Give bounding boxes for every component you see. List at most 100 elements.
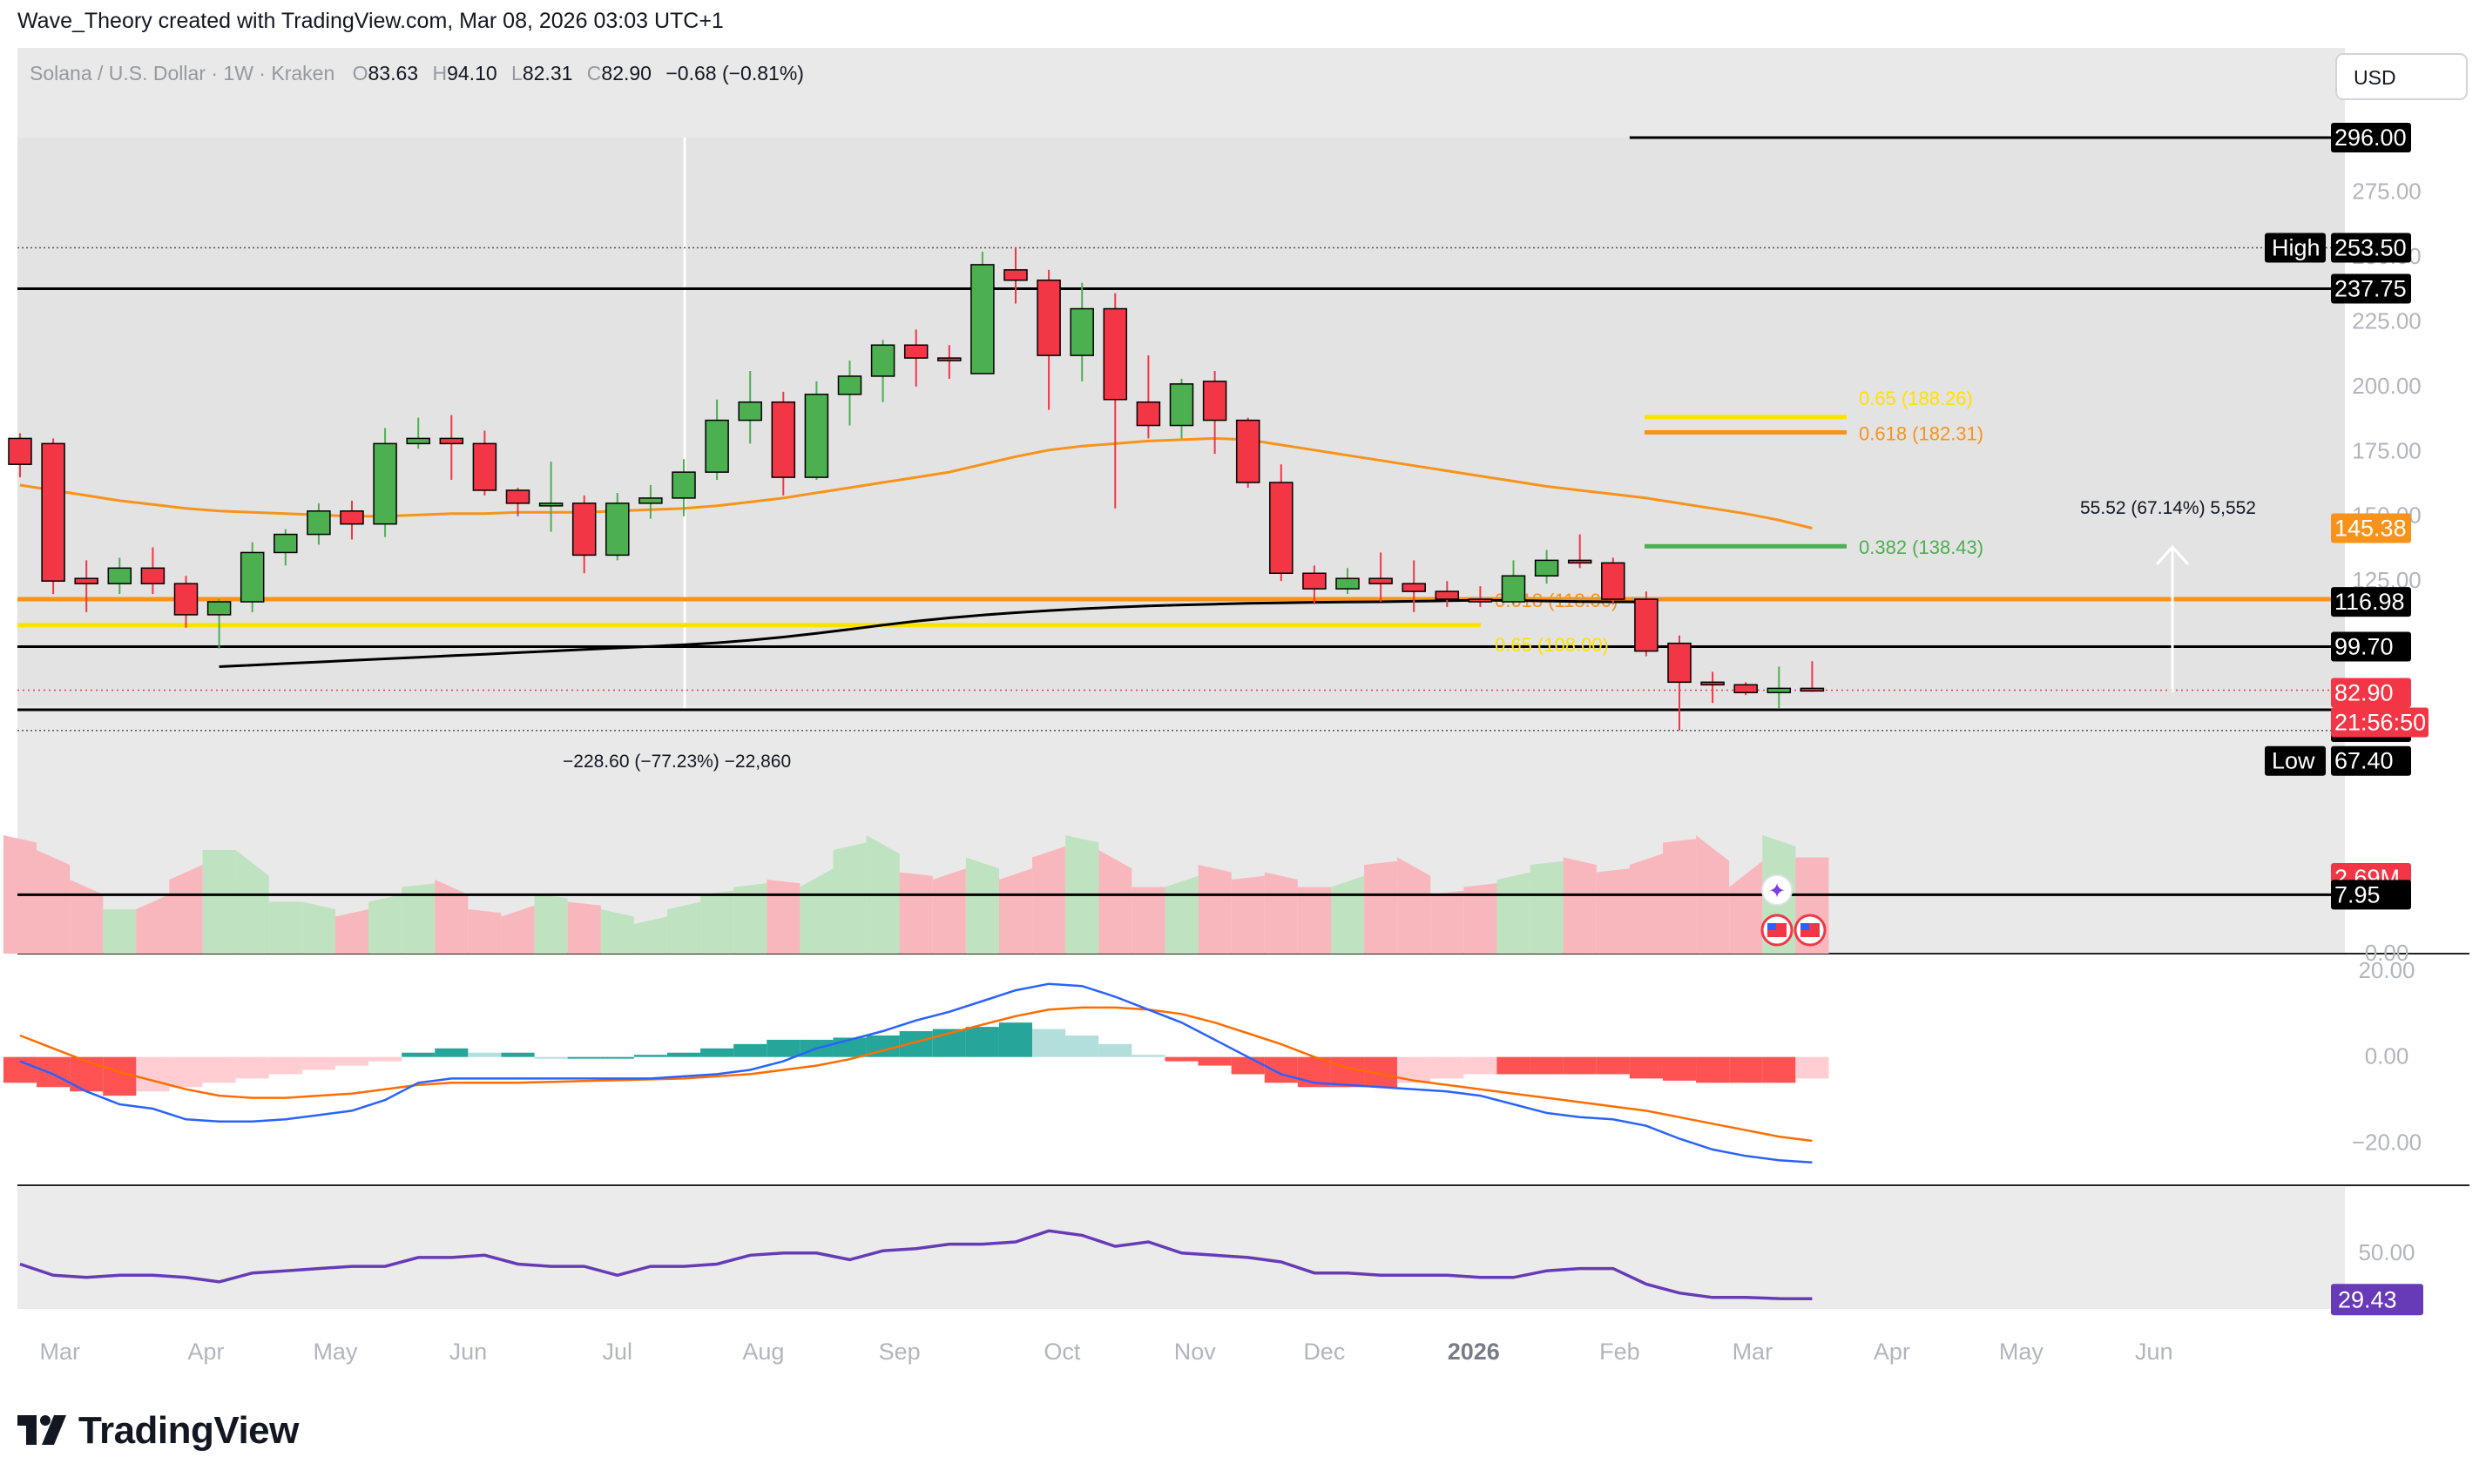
candle-body — [1435, 590, 1460, 600]
symbol-name: Solana / U.S. Dollar · 1W · Kraken — [30, 62, 334, 84]
high-label: H — [432, 62, 447, 84]
candle-body — [274, 533, 298, 554]
macd-histogram-bar — [1165, 1056, 1199, 1062]
macd-histogram-bar — [1795, 1056, 1829, 1079]
candle-body — [571, 503, 597, 556]
time-axis-label: Mar — [1733, 1339, 1773, 1365]
macd-histogram-bar — [435, 1048, 469, 1057]
macd-histogram-bar — [3, 1056, 37, 1083]
candle-body — [1534, 559, 1559, 577]
sma-price-tag-background — [2331, 587, 2411, 617]
fib-level-label: 0.65 (188.26) — [1859, 388, 1973, 409]
level-price-tag: 99.70 — [2334, 634, 2394, 660]
macd-axis-tick: 20.00 — [2358, 957, 2415, 983]
candle-body — [1302, 572, 1327, 590]
volume-bar — [899, 872, 933, 954]
volume-bar — [501, 905, 535, 954]
ema-price-tag-background — [2331, 513, 2411, 543]
candlestick-series — [8, 247, 1825, 731]
macd-histogram-bar — [103, 1056, 137, 1096]
volume-bar — [202, 850, 236, 954]
fib-level-label: 0.618 (182.31) — [1859, 423, 1983, 445]
extreme-badge-background — [2265, 233, 2326, 263]
volume-bar — [1596, 868, 1630, 954]
last-price-tag-background — [2331, 678, 2411, 708]
currency-button[interactable]: USD — [2335, 53, 2468, 100]
time-axis-label: 2026 — [1448, 1339, 1500, 1365]
macd-histogram-bar — [268, 1056, 302, 1075]
macd-histogram-bar — [767, 1039, 801, 1057]
volume-histogram — [3, 835, 2345, 954]
volume-bar — [301, 901, 335, 954]
candle-body — [1468, 598, 1493, 603]
macd-histogram-bar — [1198, 1056, 1232, 1066]
volume-bar — [1331, 875, 1364, 954]
volume-bar — [1463, 883, 1497, 954]
volume-bar — [999, 868, 1032, 954]
sparkle-glyph: ✦ — [1768, 880, 1786, 903]
time-axis-label: Jun — [2135, 1339, 2173, 1365]
countdown-tag-background — [2331, 707, 2429, 738]
candle-body — [140, 567, 166, 584]
rsi-pane-background — [17, 1187, 2345, 1309]
price-axis-tick: 275.00 — [2352, 179, 2422, 205]
macd-histogram-bar — [1264, 1056, 1298, 1083]
symbol-legend[interactable]: Solana / U.S. Dollar · 1W · Kraken O83.6… — [30, 62, 804, 84]
volume-bar — [1530, 860, 1564, 954]
candle-body — [1269, 482, 1294, 575]
macd-axis-tick: −20.00 — [2352, 1129, 2422, 1155]
candle-body — [173, 583, 199, 616]
price-tags: 296.00237.7599.7075.36High253.50Low67.40… — [2265, 123, 2429, 1316]
measure-down-label: −228.60 (−77.23%) −22,860 — [563, 752, 791, 772]
candle-body — [1202, 381, 1227, 422]
event-icons[interactable]: ✦ — [1760, 874, 1827, 947]
macd-histogram-bar — [1430, 1056, 1464, 1079]
ai-sparkle-icon[interactable] — [1761, 874, 1793, 906]
candle-body — [804, 394, 829, 478]
countdown-tag: 21:56:50 — [2334, 710, 2426, 736]
macd-histogram-bar — [1629, 1056, 1663, 1079]
fibonacci-levels: 0.65 (188.26) 0.618 (182.31) 0.382 (138.43… — [17, 388, 2345, 656]
volume-bar — [435, 880, 469, 954]
tradingview-logo[interactable]: TradingView — [17, 1409, 299, 1453]
candle-body — [107, 567, 132, 584]
high-value: 94.10 — [447, 62, 497, 84]
volume-bar — [468, 909, 502, 954]
candle-body — [340, 510, 364, 525]
time-axis[interactable]: Mar Apr May Jun Jul Aug Sep Oct Nov Dec 2026 Feb Mar… — [39, 1339, 2172, 1365]
macd-histogram-bar — [1496, 1056, 1530, 1075]
candle-body — [605, 503, 630, 556]
time-axis-label: Aug — [742, 1339, 784, 1365]
ema-price-tag: 145.38 — [2334, 516, 2407, 542]
volume-bar — [633, 916, 667, 954]
volume-bar — [1231, 875, 1265, 954]
rsi-indicator — [19, 1229, 1813, 1301]
candle-body — [240, 551, 265, 603]
time-axis-label: Sep — [879, 1339, 921, 1365]
volume-bar — [103, 909, 137, 954]
volume-bar — [1729, 860, 1763, 954]
macd-line — [19, 982, 1813, 1164]
macd-histogram-bar — [1231, 1056, 1265, 1075]
sma-price-tag: 116.98 — [2334, 589, 2405, 615]
time-axis-label: Apr — [187, 1339, 224, 1365]
candle-body — [771, 401, 796, 478]
low-label: L — [511, 62, 523, 84]
macd-histogram-bar — [169, 1056, 203, 1088]
volume-bar — [136, 894, 170, 954]
macd-histogram-bar — [633, 1055, 667, 1057]
volume-bar — [600, 909, 634, 954]
volume-level-tag: 7.95 — [2334, 881, 2381, 907]
price-axis-tick: 225.00 — [2352, 307, 2422, 334]
macd-axis-tick: 0.00 — [2365, 1043, 2409, 1069]
sma-200-line — [219, 598, 1646, 668]
candle-body — [672, 471, 696, 499]
time-axis-label: Feb — [1599, 1339, 1640, 1365]
time-axis-label: Apr — [1874, 1339, 1910, 1365]
macd-histogram-bar — [301, 1056, 335, 1070]
volume-axis-tick: 0.00 — [2365, 940, 2409, 966]
time-axis-label: May — [313, 1339, 358, 1365]
extreme-price-tag-background — [2331, 233, 2411, 263]
macd-histogram-bar — [666, 1052, 701, 1057]
